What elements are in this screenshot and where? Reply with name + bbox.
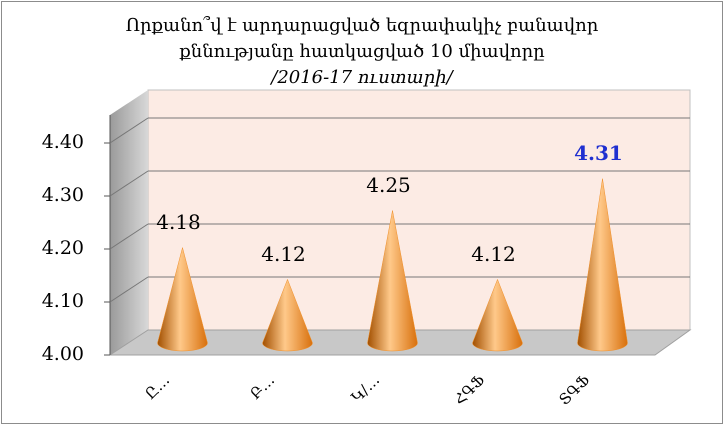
y-tick-label: 4.10 bbox=[42, 290, 84, 312]
data-label: 4.25 bbox=[366, 173, 411, 197]
grid-line bbox=[109, 170, 149, 197]
data-label: 4.12 bbox=[261, 242, 306, 266]
y-tick-label: 4.30 bbox=[42, 184, 84, 206]
cone bbox=[577, 178, 628, 352]
y-tick-label: 4.40 bbox=[42, 131, 84, 153]
cone bbox=[262, 278, 313, 352]
chart-subtitle: /2016-17 ուստարի/ bbox=[269, 67, 454, 88]
y-tick-label: 4.20 bbox=[42, 237, 84, 259]
grid-line bbox=[109, 117, 149, 144]
y-tick-label: 4.00 bbox=[42, 343, 84, 365]
cone bbox=[472, 278, 523, 352]
chart-title: քննությանը հատկացված 10 միավորը bbox=[179, 41, 544, 62]
grid-line bbox=[109, 276, 149, 303]
data-label: 4.18 bbox=[156, 210, 201, 234]
grid-line bbox=[109, 223, 149, 250]
side-wall bbox=[110, 90, 148, 355]
data-label: 4.31 bbox=[574, 141, 623, 165]
cone bbox=[157, 246, 208, 352]
cone bbox=[367, 210, 418, 352]
chart-title: Որքանո՞վ է արդարացված եզրափակիչ բանավոր bbox=[126, 14, 599, 36]
data-label: 4.12 bbox=[471, 242, 516, 266]
